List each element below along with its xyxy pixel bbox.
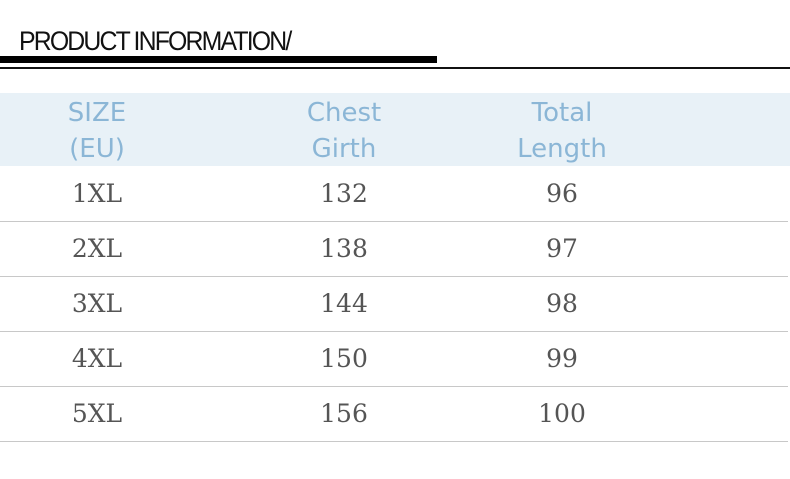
table-cell: 96 bbox=[546, 179, 578, 208]
table-cell: 5XL bbox=[71, 399, 123, 428]
table-cell: 100 bbox=[538, 399, 586, 428]
table-row: 5XL 156 100 bbox=[0, 387, 788, 442]
header-chest-girth: Chest Girth bbox=[244, 93, 444, 167]
table-cell: 3XL bbox=[71, 289, 123, 318]
header-line: Girth bbox=[311, 134, 377, 164]
table-cell: 150 bbox=[320, 344, 368, 373]
header-line: SIZE bbox=[67, 98, 127, 128]
table-cell: 4XL bbox=[71, 344, 123, 373]
table-cell: 2XL bbox=[71, 234, 123, 263]
header-line: Chest bbox=[306, 98, 382, 128]
table-row: 1XL 132 96 bbox=[0, 167, 788, 222]
table-cell: 156 bbox=[320, 399, 368, 428]
header-line: (EU) bbox=[69, 134, 125, 164]
table-cell: 138 bbox=[320, 234, 368, 263]
table-cell: 1XL bbox=[71, 179, 123, 208]
table-cell: 99 bbox=[546, 344, 578, 373]
table-header: SIZE (EU) Chest Girth Total Length bbox=[0, 93, 790, 166]
header-line: Total bbox=[531, 98, 593, 128]
divider-line bbox=[0, 67, 790, 69]
page-title: PRODUCT INFORMATION/ bbox=[19, 26, 292, 56]
table-row: 3XL 144 98 bbox=[0, 277, 788, 332]
header-line: Length bbox=[517, 134, 607, 164]
table-row: 4XL 150 99 bbox=[0, 332, 788, 387]
table-cell: 97 bbox=[546, 234, 578, 263]
table-cell: 98 bbox=[546, 289, 578, 318]
title-underline-bar bbox=[0, 56, 437, 63]
table-cell: 132 bbox=[320, 179, 368, 208]
table-row: 2XL 138 97 bbox=[0, 222, 788, 277]
table-cell: 144 bbox=[320, 289, 368, 318]
header-size: SIZE (EU) bbox=[0, 93, 197, 167]
header-total-length: Total Length bbox=[462, 93, 662, 167]
